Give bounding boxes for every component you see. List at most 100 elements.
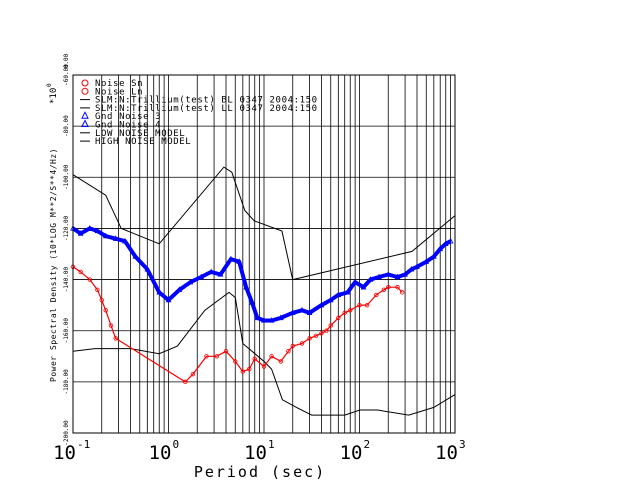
data-point: [187, 278, 194, 285]
data-point: [277, 314, 284, 321]
x-tick-exponent: 3: [459, 438, 466, 451]
legend-label: Gnd Noise 4: [95, 121, 161, 131]
data-point: [423, 258, 430, 264]
data-point: [360, 283, 367, 290]
data-point: [122, 237, 128, 244]
data-point: [198, 273, 205, 280]
data-point: [447, 237, 454, 244]
x-tick-labels: 10 -1 10 0 10 1 10 2 10 3: [53, 438, 466, 464]
noise-model-line: [72, 166, 456, 281]
x-tick-label: 10 2: [340, 438, 371, 464]
data-point: [386, 285, 391, 290]
x-tick-exponent: 2: [364, 438, 371, 451]
data-point: [306, 309, 313, 316]
x-tick-base: 10: [435, 442, 458, 464]
data-point: [223, 348, 229, 354]
data-point: [307, 336, 312, 341]
y-multiplier-exp: 0: [46, 83, 53, 87]
legend-label: HIGH NOISE MODEL: [95, 137, 191, 147]
legend-item: Gnd Noise 4: [81, 119, 161, 131]
data-point: [165, 296, 172, 303]
x-tick-label: 10 3: [435, 438, 466, 464]
data-point: [254, 314, 261, 321]
data-point: [289, 309, 296, 316]
data-point: [313, 333, 319, 339]
data-point: [344, 288, 351, 295]
x-tick-label: 10 -1: [53, 438, 90, 464]
series-gnd-noise: [70, 225, 454, 323]
data-point: [183, 379, 188, 385]
data-point: [190, 371, 196, 377]
y-tick-label: -180.00: [63, 369, 70, 395]
data-point: [385, 271, 392, 277]
series-noise: [70, 264, 405, 385]
data-point: [430, 253, 437, 259]
data-point: [233, 359, 238, 364]
y-tick-label: -160.00: [63, 318, 70, 344]
data-point: [290, 343, 295, 349]
data-point: [414, 263, 420, 269]
legend-circle-icon: [81, 87, 89, 95]
series-high-noise-model: [72, 166, 456, 281]
data-point: [87, 277, 93, 282]
data-point: [374, 292, 379, 298]
data-point: [394, 273, 401, 280]
data-point: [261, 364, 267, 369]
data-point: [243, 283, 249, 290]
data-point: [328, 323, 333, 328]
legend-item: SLM:N:Trillium(test) LL 0347 2004:150: [80, 104, 317, 114]
grid: [72, 74, 455, 434]
plot-border: [72, 74, 456, 434]
data-point: [252, 356, 257, 362]
y-tick-label: 0.00: [63, 53, 70, 68]
data-point: [348, 308, 353, 313]
data-point: [286, 348, 291, 354]
data-point: [204, 354, 209, 359]
y-tick-label: -200.00: [63, 420, 70, 446]
data-point: [395, 285, 400, 290]
x-tick-base: 10: [244, 442, 267, 464]
legend-label: Noise Sn: [95, 79, 143, 89]
x-tick-exponent: 0: [173, 438, 180, 451]
x-tick-label: 10 1: [244, 438, 275, 464]
legend-item: HIGH NOISE MODEL: [80, 137, 191, 147]
data-point: [324, 328, 329, 333]
data-point: [99, 297, 104, 303]
plot-frame: [72, 74, 456, 434]
data-point: [299, 341, 305, 346]
data-point: [299, 306, 305, 313]
data-point: [144, 265, 151, 272]
y-tick-label: -100.00: [63, 164, 70, 190]
legend-item: SLM:N:Trillium(test) BL 0347 2004:150: [80, 96, 317, 106]
data-point: [342, 310, 347, 316]
data-point: [335, 291, 342, 298]
data-point: [318, 301, 325, 308]
legend-item: Noise Sn: [81, 79, 143, 89]
data-point: [86, 225, 93, 231]
data-point: [261, 317, 267, 323]
data-point: [249, 299, 255, 305]
data-point: [352, 278, 358, 285]
x-tick-base: 10: [53, 442, 76, 464]
data-point: [112, 235, 119, 241]
x-tick-exponent: 1: [268, 438, 275, 451]
series-trace: [71, 226, 452, 323]
data-point: [367, 276, 374, 282]
data-point: [327, 296, 334, 303]
legend-circle-icon: [81, 79, 89, 87]
data-point: [437, 245, 444, 252]
data-point: [381, 287, 387, 292]
legend-triangle-icon: [81, 119, 89, 127]
y-tick-label: -80.00: [63, 115, 70, 137]
x-axis-label: Period (sec): [194, 463, 326, 480]
x-tick-exponent: -1: [77, 438, 90, 451]
data-point: [400, 290, 405, 295]
data-point: [269, 354, 274, 359]
legend-label: Noise Ln: [95, 87, 143, 97]
data-point: [156, 288, 163, 295]
series-layer: [70, 166, 456, 416]
y-multiplier: *10 0: [46, 83, 59, 104]
data-point: [102, 232, 109, 239]
data-point: [94, 227, 101, 234]
